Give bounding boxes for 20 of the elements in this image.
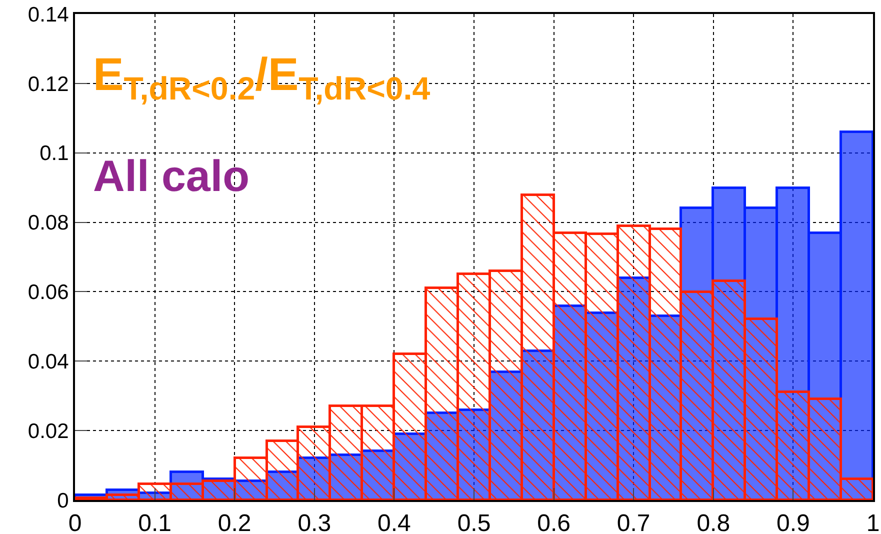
x-tick-label: 1: [866, 510, 880, 534]
y-tick-label: 0.1: [40, 142, 69, 166]
y-tick-label: 0.06: [28, 281, 69, 304]
annotation: E$_{T,dR<0.2}$/E$_{T,dR<0.4}$: [93, 48, 430, 107]
x-tick-label: 0.1: [138, 510, 172, 534]
x-tick-label: 0.3: [298, 510, 332, 534]
x-tick-label: 0.2: [218, 510, 252, 534]
y-tick-label: 0.14: [28, 3, 70, 26]
y-tick-label: 0.08: [28, 212, 69, 235]
x-tick-label: 0.7: [616, 510, 650, 534]
y-tick-label: 0.12: [28, 72, 69, 96]
x-tick-label: 0.9: [776, 510, 810, 534]
y-tick-label: 0.02: [28, 420, 69, 443]
x-tick-label: 0.8: [696, 510, 730, 534]
x-tick-label: 0.5: [457, 510, 491, 534]
annotation: All calo: [93, 152, 250, 201]
y-tick-label: 0: [57, 489, 69, 512]
y-tick-label: 0.04: [28, 350, 70, 374]
x-tick-label: 0.4: [378, 510, 411, 534]
x-tick-label: 0.6: [537, 510, 570, 534]
